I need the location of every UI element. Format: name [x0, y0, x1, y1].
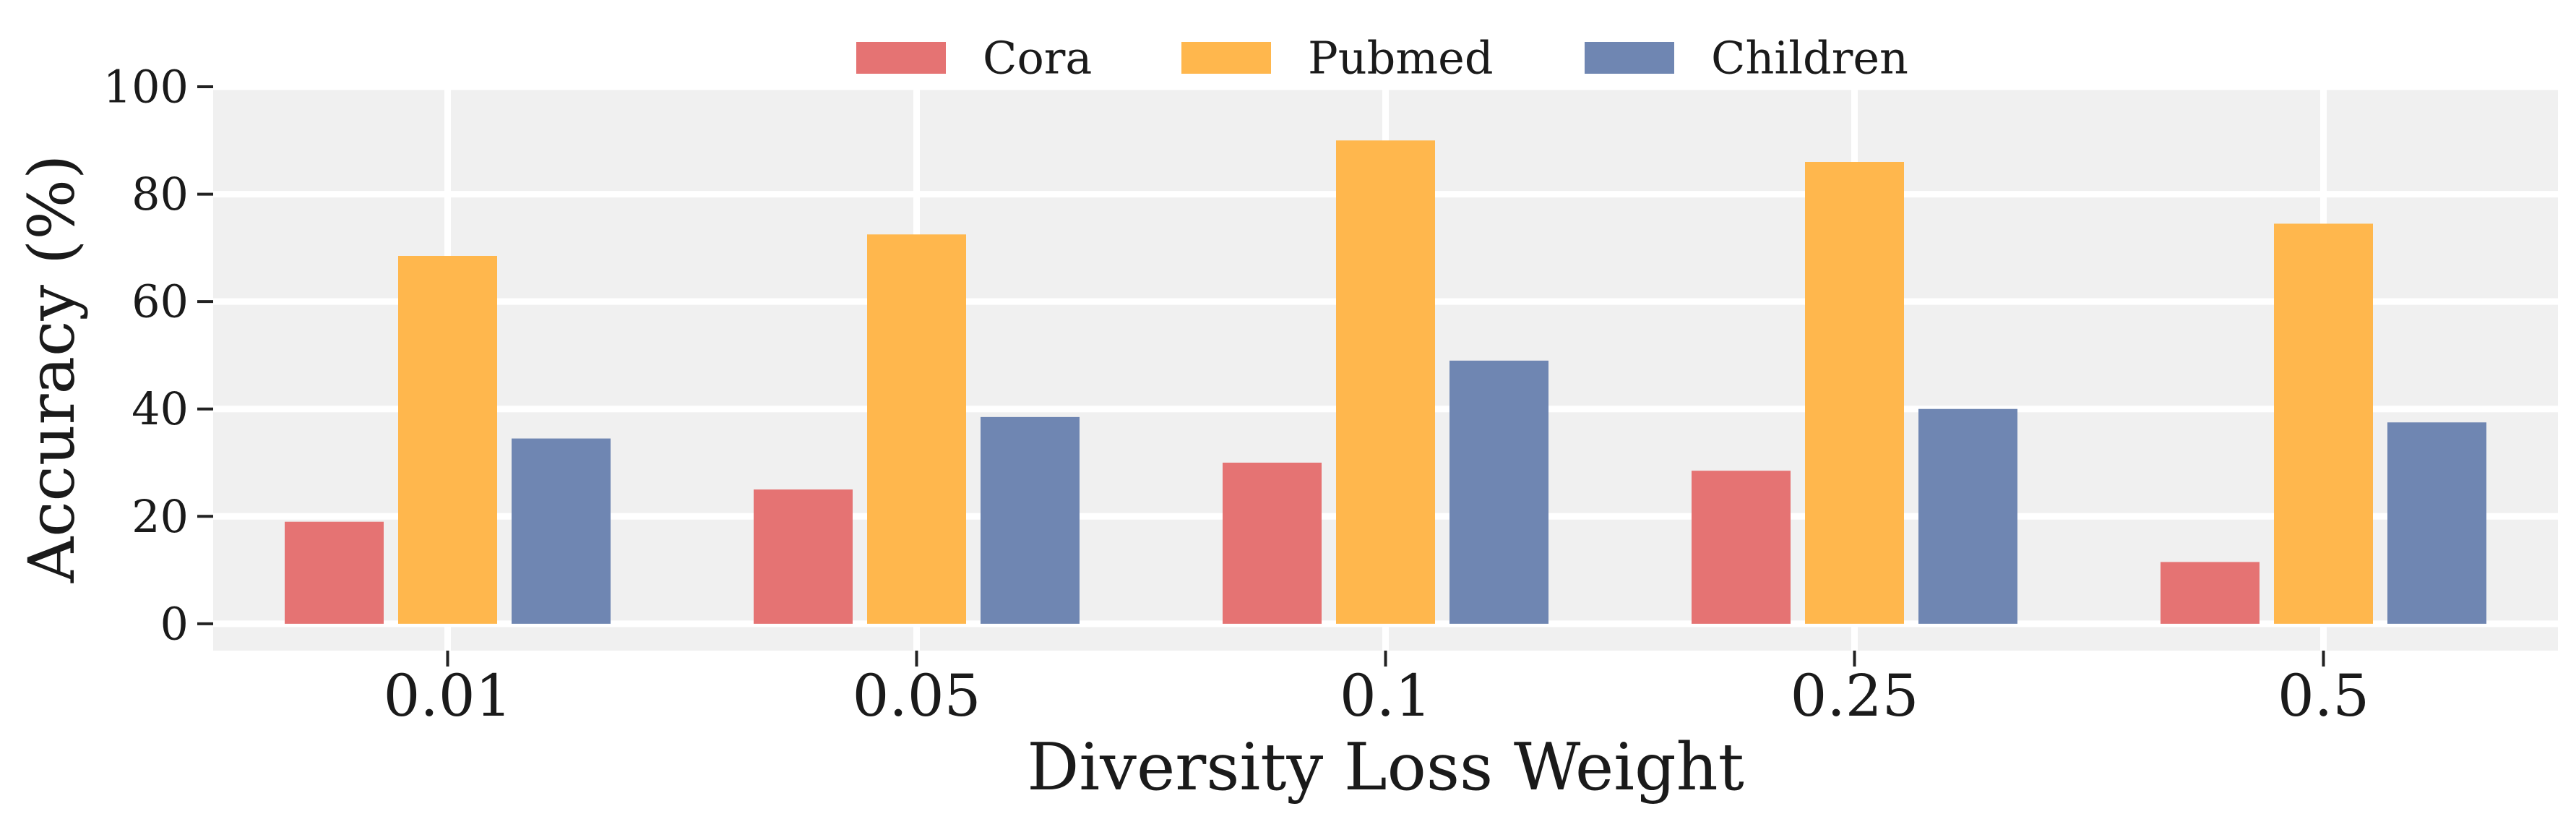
legend-swatch-cora [856, 42, 946, 74]
bar-pubmed-0.5 [2274, 223, 2373, 624]
legend-swatch-children [1585, 42, 1674, 74]
y-tick-label: 40 [132, 382, 189, 435]
legend-swatch-pubmed [1181, 42, 1271, 74]
y-axis-title: Accuracy (%) [14, 155, 89, 584]
bar-pubmed-0.01 [398, 256, 497, 624]
bar-children-0.25 [1918, 408, 2017, 624]
y-tick-label: 60 [132, 275, 189, 328]
bar-children-0.05 [981, 416, 1080, 624]
legend-label-children: Children [1711, 32, 1908, 85]
y-tick-label: 100 [103, 61, 189, 113]
bars [285, 140, 2486, 624]
bar-children-0.01 [512, 438, 611, 624]
y-tick-label: 20 [132, 490, 189, 543]
bar-children-0.1 [1449, 360, 1548, 624]
bar-cora-0.25 [1692, 471, 1791, 624]
y-tick-label: 80 [132, 168, 189, 220]
bar-pubmed-0.25 [1805, 162, 1904, 624]
legend-label-pubmed: Pubmed [1308, 32, 1494, 85]
x-tick-label: 0.01 [383, 662, 512, 729]
x-tick-label: 0.25 [1790, 662, 1918, 729]
bar-children-0.5 [2387, 422, 2486, 624]
bar-cora-0.5 [2161, 562, 2260, 624]
x-tick-label: 0.05 [852, 662, 981, 729]
y-tick-label: 0 [160, 597, 189, 650]
legend-label-cora: Cora [983, 32, 1092, 85]
y-axis: 0 20 40 60 80 100 [103, 61, 213, 650]
legend: Cora Pubmed Children [856, 32, 1908, 85]
x-axis: 0.01 0.05 0.1 0.25 0.5 [383, 651, 2369, 729]
bar-pubmed-0.1 [1336, 140, 1435, 624]
x-axis-title: Diversity Loss Weight [1027, 729, 1744, 805]
x-tick-label: 0.1 [1340, 662, 1431, 729]
bar-pubmed-0.05 [867, 234, 966, 624]
bar-cora-0.01 [285, 521, 384, 624]
x-tick-label: 0.5 [2278, 662, 2369, 729]
bar-cora-0.05 [754, 489, 853, 624]
bar-cora-0.1 [1223, 463, 1322, 624]
